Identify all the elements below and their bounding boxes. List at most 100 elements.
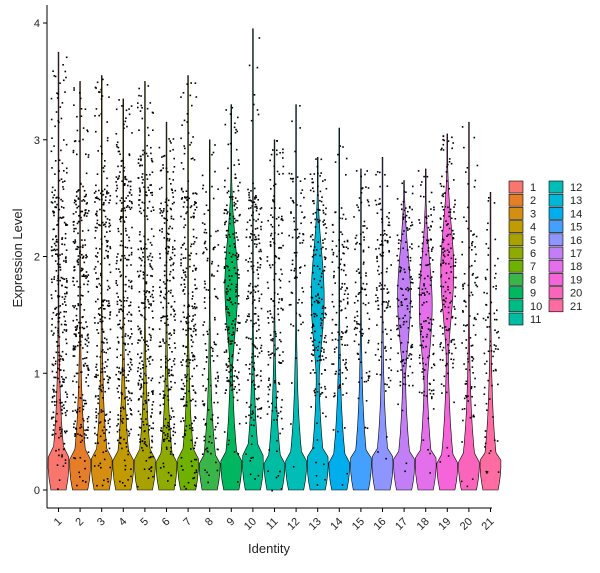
data-point — [194, 400, 197, 403]
data-point — [159, 229, 161, 232]
data-point — [138, 398, 140, 400]
data-point — [401, 409, 404, 412]
data-point — [343, 293, 346, 295]
data-point — [181, 364, 183, 366]
data-point — [65, 338, 67, 341]
data-point — [192, 243, 195, 245]
data-point — [206, 330, 208, 333]
data-point — [159, 212, 162, 214]
data-point — [227, 266, 229, 268]
data-point — [65, 278, 68, 280]
data-point — [250, 232, 252, 235]
data-point — [320, 393, 322, 395]
data-point — [145, 191, 147, 193]
data-point — [104, 199, 107, 202]
data-point — [361, 377, 363, 379]
data-point — [278, 383, 281, 385]
data-point — [270, 298, 273, 300]
data-point — [425, 320, 427, 322]
data-point — [214, 316, 216, 319]
data-point — [185, 346, 187, 349]
data-point — [316, 391, 319, 393]
data-point — [322, 270, 324, 273]
data-point — [57, 377, 59, 380]
data-point — [165, 357, 167, 360]
data-point — [65, 167, 68, 170]
data-point — [376, 260, 379, 263]
data-point — [187, 321, 190, 324]
data-point — [312, 190, 315, 193]
data-point — [141, 440, 144, 442]
data-point — [310, 314, 313, 316]
data-point — [190, 243, 193, 245]
data-point — [82, 364, 85, 366]
data-point — [180, 420, 182, 423]
data-point — [140, 264, 142, 267]
data-point — [250, 200, 252, 202]
data-point — [61, 385, 63, 387]
data-point — [75, 333, 77, 335]
data-point — [172, 453, 175, 456]
data-point — [60, 432, 62, 435]
violin-1 — [47, 51, 70, 491]
data-point — [254, 243, 256, 245]
legend-swatch-6 — [508, 246, 524, 260]
data-point — [87, 429, 89, 431]
data-point — [191, 352, 193, 354]
data-point — [273, 344, 276, 347]
data-point — [228, 252, 231, 254]
data-point — [60, 178, 63, 180]
data-point — [192, 341, 194, 343]
data-point — [120, 391, 123, 394]
data-point — [314, 218, 316, 221]
data-point — [279, 280, 282, 282]
data-point — [183, 396, 185, 398]
data-point — [172, 263, 174, 266]
data-point — [170, 208, 172, 211]
data-point — [388, 250, 390, 252]
data-point — [208, 296, 211, 299]
data-point — [144, 298, 147, 300]
data-point — [66, 281, 68, 283]
data-point — [184, 376, 187, 379]
data-point — [396, 198, 399, 200]
data-point — [252, 289, 255, 292]
data-point — [193, 264, 195, 267]
data-point — [465, 339, 468, 341]
data-point — [126, 414, 128, 416]
data-point — [231, 198, 234, 201]
data-point — [338, 385, 340, 388]
data-point — [291, 292, 294, 294]
data-point — [124, 485, 126, 487]
data-point — [116, 284, 119, 286]
data-point — [365, 372, 368, 374]
data-point — [446, 318, 448, 320]
data-point — [325, 248, 327, 250]
data-point — [203, 435, 206, 438]
data-point — [429, 472, 431, 474]
data-point — [293, 252, 296, 254]
data-point — [386, 436, 388, 438]
data-point — [72, 380, 74, 383]
data-point — [487, 316, 489, 318]
data-point — [255, 195, 257, 197]
data-point — [215, 392, 218, 394]
data-point — [296, 276, 298, 279]
data-point — [237, 352, 240, 355]
data-point — [146, 256, 149, 258]
data-point — [269, 241, 272, 243]
data-point — [51, 186, 54, 189]
data-point — [224, 257, 227, 260]
data-point — [143, 442, 146, 445]
data-point — [388, 212, 390, 214]
data-point — [180, 96, 182, 98]
data-point — [202, 324, 204, 326]
data-point — [55, 253, 57, 255]
data-point — [65, 324, 67, 326]
violin-2 — [69, 81, 91, 491]
data-point — [217, 377, 219, 379]
data-point — [217, 188, 219, 190]
data-point — [129, 185, 132, 188]
data-point — [128, 108, 130, 110]
data-point — [345, 218, 347, 220]
